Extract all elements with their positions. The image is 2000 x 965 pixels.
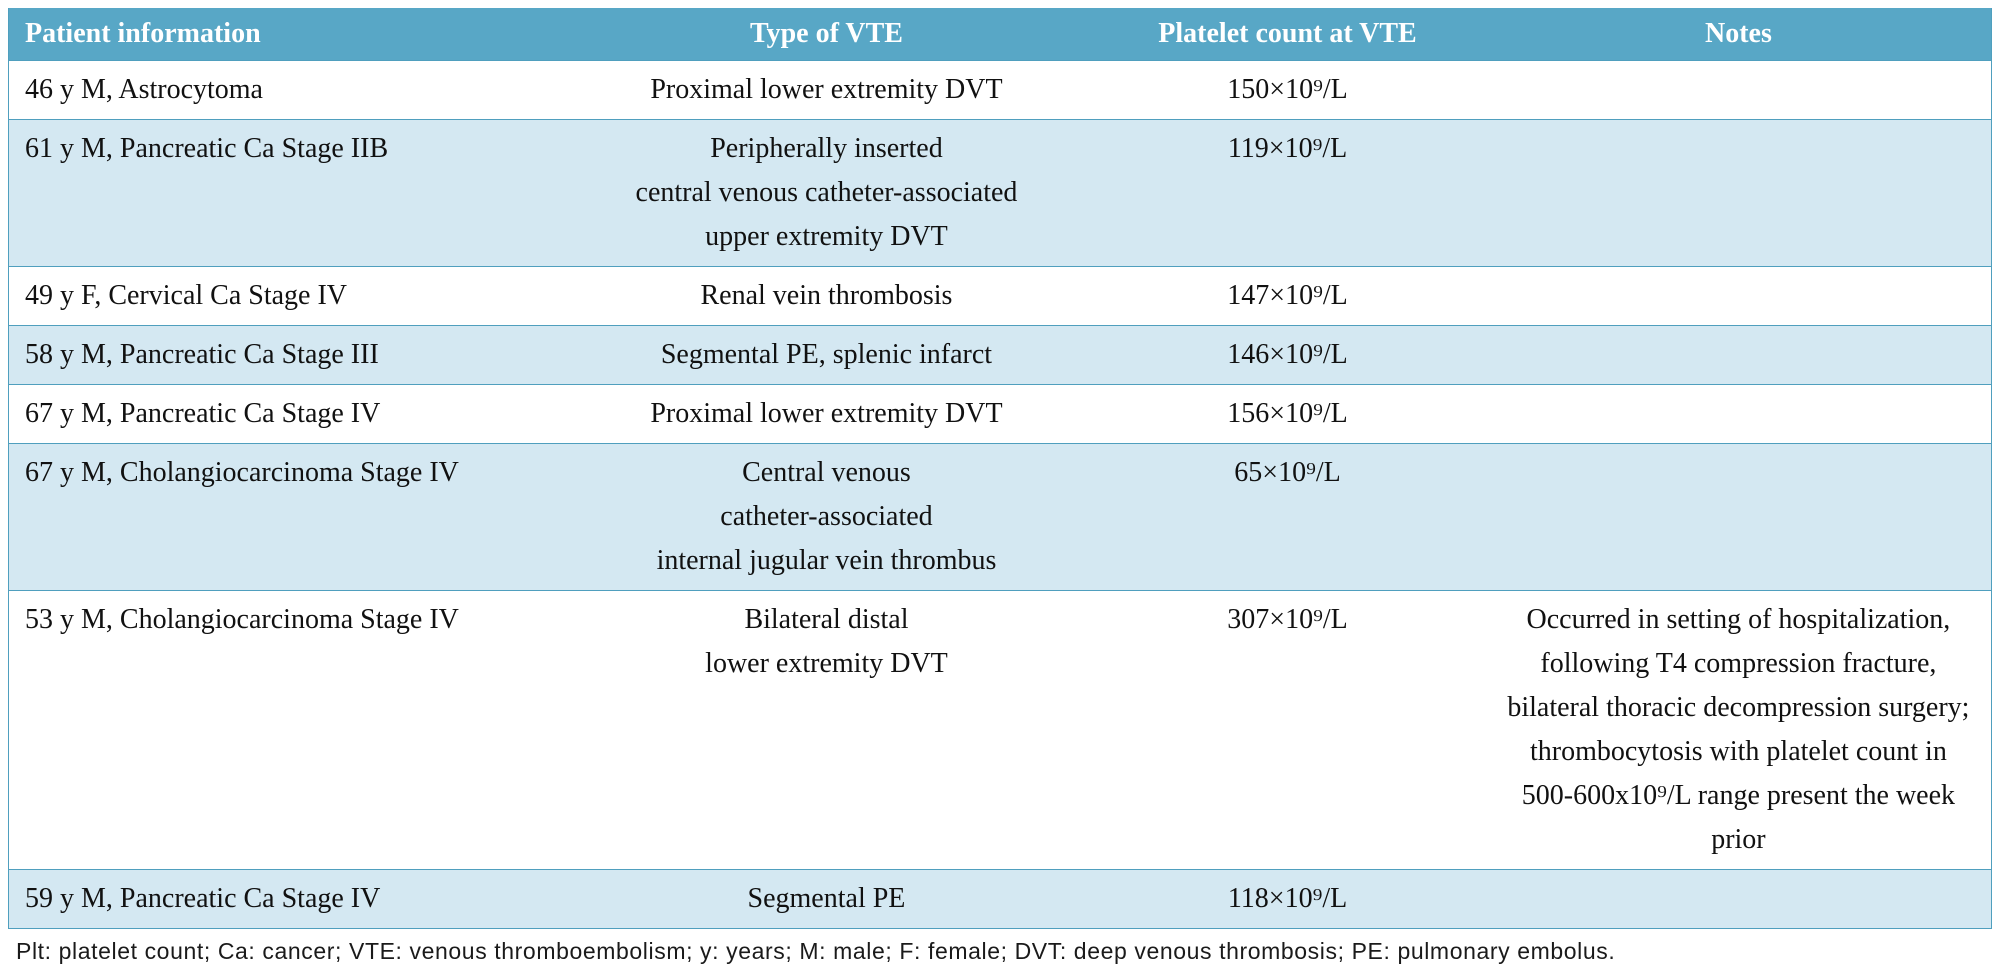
cell-type-of-vte: Proximal lower extremity DVT bbox=[563, 383, 1090, 443]
table-row: 61 y M, Pancreatic Ca Stage IIB Peripher… bbox=[8, 118, 1992, 266]
cell-type-of-vte: Segmental PE bbox=[563, 868, 1090, 928]
column-header-patient-information: Patient information bbox=[8, 8, 564, 60]
table-row: 46 y M, Astrocytoma Proximal lower extre… bbox=[8, 59, 1992, 119]
cell-patient: 61 y M, Pancreatic Ca Stage IIB bbox=[8, 118, 564, 266]
cell-type-of-vte: Peripherally inserted central venous cat… bbox=[563, 118, 1090, 266]
cell-type-of-vte: Segmental PE, splenic infarct bbox=[563, 324, 1090, 384]
table-body: 46 y M, Astrocytoma Proximal lower extre… bbox=[8, 59, 1992, 928]
cell-notes bbox=[1485, 59, 1992, 119]
cell-patient: 49 y F, Cervical Ca Stage IV bbox=[8, 265, 564, 325]
cell-platelet-count: 146×10⁹/L bbox=[1089, 324, 1486, 384]
table-row: 59 y M, Pancreatic Ca Stage IV Segmental… bbox=[8, 868, 1992, 928]
cell-patient: 53 y M, Cholangiocarcinoma Stage IV bbox=[8, 589, 564, 869]
cell-patient: 58 y M, Pancreatic Ca Stage III bbox=[8, 324, 564, 384]
cell-notes bbox=[1485, 868, 1992, 928]
cell-patient: 46 y M, Astrocytoma bbox=[8, 59, 564, 119]
table-row: 67 y M, Pancreatic Ca Stage IV Proximal … bbox=[8, 383, 1992, 443]
cell-platelet-count: 156×10⁹/L bbox=[1089, 383, 1486, 443]
column-header-platelet-count: Platelet count at VTE bbox=[1089, 8, 1486, 60]
cell-type-of-vte: Central venous catheter-associated inter… bbox=[563, 442, 1090, 590]
page: Patient information Type of VTE Platelet… bbox=[8, 8, 1992, 964]
cell-type-of-vte: Bilateral distal lower extremity DVT bbox=[563, 589, 1090, 869]
cell-platelet-count: 119×10⁹/L bbox=[1089, 118, 1486, 266]
table-row: 49 y F, Cervical Ca Stage IV Renal vein … bbox=[8, 265, 1992, 325]
cell-type-of-vte: Proximal lower extremity DVT bbox=[563, 59, 1090, 119]
cell-platelet-count: 150×10⁹/L bbox=[1089, 59, 1486, 119]
cell-platelet-count: 118×10⁹/L bbox=[1089, 868, 1486, 928]
column-header-notes: Notes bbox=[1485, 8, 1992, 60]
cell-patient: 59 y M, Pancreatic Ca Stage IV bbox=[8, 868, 564, 928]
cell-type-of-vte: Renal vein thrombosis bbox=[563, 265, 1090, 325]
cell-notes bbox=[1485, 442, 1992, 590]
cell-notes bbox=[1485, 265, 1992, 325]
header-row: Patient information Type of VTE Platelet… bbox=[8, 8, 1992, 60]
column-header-type-of-vte: Type of VTE bbox=[563, 8, 1090, 60]
table-row: 53 y M, Cholangiocarcinoma Stage IV Bila… bbox=[8, 589, 1992, 869]
cell-platelet-count: 65×10⁹/L bbox=[1089, 442, 1486, 590]
cell-notes bbox=[1485, 118, 1992, 266]
cell-notes: Occurred in setting of hospitalization, … bbox=[1485, 589, 1992, 869]
cell-patient: 67 y M, Cholangiocarcinoma Stage IV bbox=[8, 442, 564, 590]
vte-table: Patient information Type of VTE Platelet… bbox=[8, 8, 1992, 929]
cell-notes bbox=[1485, 324, 1992, 384]
cell-platelet-count: 307×10⁹/L bbox=[1089, 589, 1486, 869]
cell-notes bbox=[1485, 383, 1992, 443]
cell-platelet-count: 147×10⁹/L bbox=[1089, 265, 1486, 325]
table-row: 58 y M, Pancreatic Ca Stage III Segmenta… bbox=[8, 324, 1992, 384]
table-row: 67 y M, Cholangiocarcinoma Stage IV Cent… bbox=[8, 442, 1992, 590]
cell-patient: 67 y M, Pancreatic Ca Stage IV bbox=[8, 383, 564, 443]
table-footnote: Plt: platelet count; Ca: cancer; VTE: ve… bbox=[16, 937, 1616, 964]
table-header: Patient information Type of VTE Platelet… bbox=[8, 8, 1992, 60]
